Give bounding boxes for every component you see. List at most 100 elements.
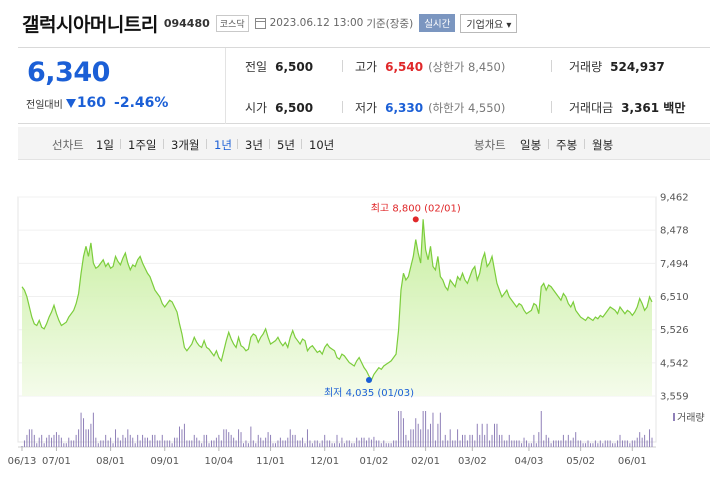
volume-bar: [250, 426, 252, 447]
volume-bar: [466, 440, 468, 447]
volume-bar: [525, 440, 527, 447]
volume-bar: [516, 440, 518, 447]
volume-bar: [26, 434, 28, 447]
volume-bar: [83, 418, 85, 447]
price-line: [21, 219, 653, 382]
candle-weekly[interactable]: 주봉: [556, 138, 578, 152]
y-tick-label: 5,526: [660, 325, 689, 336]
period-bar: 선차트 1일 1주일 3개월 1년 3년 5년 10년 봉차트 일봉 주봉 월봉: [18, 127, 710, 160]
company-overview-dropdown[interactable]: 기업개요 ▾: [460, 13, 518, 33]
volume-bar: [543, 440, 545, 447]
line-chart-label: 선차트: [52, 138, 84, 152]
volume-bar: [297, 440, 299, 447]
period-3y[interactable]: 3년: [245, 138, 263, 152]
volume-bar: [132, 437, 134, 447]
volume-bar: [215, 437, 217, 447]
volume-bar: [166, 440, 168, 447]
volume-bar: [36, 443, 38, 447]
volume-bar: [134, 443, 136, 447]
upper-limit: (상한가 8,450): [428, 59, 506, 74]
x-tick-label: 02/01: [411, 456, 440, 467]
volume-bar: [370, 439, 372, 447]
volume-bar: [378, 440, 380, 447]
current-price: 6,340: [27, 57, 110, 88]
candle-monthly[interactable]: 월봉: [592, 138, 614, 152]
volume-bar: [434, 440, 436, 447]
realtime-button[interactable]: 실시간: [419, 14, 456, 32]
x-tick-label: 04/03: [515, 456, 544, 467]
volume-bar: [28, 429, 30, 447]
change-row: 전일대비 160 -2.46%: [26, 95, 168, 111]
volume-bar: [213, 440, 215, 447]
x-tick-label: 11/01: [256, 456, 285, 467]
volume-bar: [422, 411, 424, 447]
volume-bar: [107, 440, 109, 447]
volume-bar: [427, 429, 429, 447]
volume-bar: [302, 437, 304, 447]
volume-bar: [417, 423, 419, 447]
volume-bar: [636, 437, 638, 447]
volume-bar: [388, 443, 390, 447]
volume-bar: [368, 437, 370, 447]
period-5y[interactable]: 5년: [277, 138, 295, 152]
volume-bar: [78, 429, 80, 447]
volume-bar: [319, 443, 321, 447]
high-cell: 고가 6,540 (상한가 8,450): [355, 58, 505, 75]
volume-bar: [592, 443, 594, 447]
open-cell: 시가 6,500: [245, 99, 313, 116]
volume-bar: [223, 429, 225, 447]
volume-bar: [314, 440, 316, 447]
volume-bar: [181, 429, 183, 447]
volume-bar: [412, 429, 414, 447]
y-tick-label: 7,494: [660, 259, 689, 270]
trade-value-value: 3,361 백만: [621, 101, 686, 115]
candle-daily[interactable]: 일봉: [520, 138, 542, 152]
volume-bar: [646, 440, 648, 447]
volume-bar: [63, 443, 65, 447]
volume-bar: [439, 412, 441, 447]
y-axis: 9,462 8,478 7,494 6,510 5,526 4,542 3,559: [660, 193, 689, 403]
volume-bar: [85, 429, 87, 447]
divider: [237, 139, 238, 149]
volume-bar: [398, 411, 400, 447]
volume-bar: [390, 443, 392, 447]
volume-bar: [353, 443, 355, 447]
volume-bar: [334, 443, 336, 447]
volume-bar: [228, 432, 230, 447]
volume-bar: [501, 434, 503, 447]
volume-bar: [326, 440, 328, 447]
volume-bar: [257, 434, 259, 447]
period-10y[interactable]: 10년: [309, 138, 335, 152]
volume-bar: [619, 434, 621, 447]
volume-bar: [311, 443, 313, 447]
period-1w[interactable]: 1주일: [128, 138, 157, 152]
volume-bar: [97, 443, 99, 447]
volume-bar: [442, 440, 444, 447]
divider: [551, 60, 552, 72]
volume-bar: [503, 440, 505, 447]
volume-bar: [528, 443, 530, 447]
volume-bar: [203, 434, 205, 447]
volume-bar: [174, 437, 176, 447]
volume-bar: [358, 440, 360, 447]
volume-bar: [597, 443, 599, 447]
min-label: 최저 4,035 (01/03): [324, 387, 414, 399]
prev-close-cell: 전일 6,500: [245, 58, 313, 75]
volume-bar: [383, 440, 385, 447]
volume-bar: [201, 443, 203, 447]
period-3m[interactable]: 3개월: [171, 138, 200, 152]
volume-bar: [336, 434, 338, 447]
period-1d[interactable]: 1일: [96, 138, 114, 152]
volume-bar: [447, 440, 449, 447]
volume-bar: [90, 423, 92, 447]
volume-bar: [306, 429, 308, 447]
divider: [301, 139, 302, 149]
volume-bar: [117, 437, 119, 447]
low-label: 저가: [355, 101, 378, 115]
x-tick-label: 01/02: [360, 456, 389, 467]
volume-bar: [156, 440, 158, 447]
quote-datetime: 2023.06.12 13:00: [269, 17, 364, 29]
period-1y[interactable]: 1년: [214, 138, 232, 152]
trade-value-label: 거래대금: [569, 101, 614, 115]
volume-bar: [599, 440, 601, 447]
